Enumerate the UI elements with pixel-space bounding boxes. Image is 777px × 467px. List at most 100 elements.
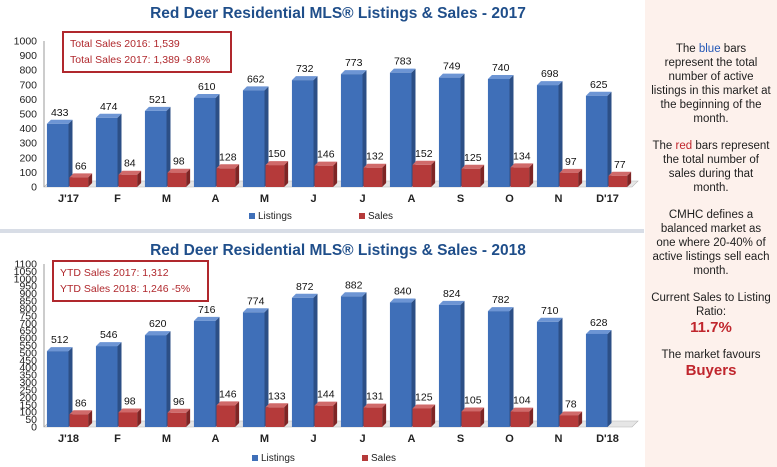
bar-side — [186, 168, 191, 187]
sales-bar — [510, 407, 534, 427]
bar-side — [313, 293, 318, 427]
listings-bar — [389, 68, 416, 187]
listings-bar — [144, 331, 171, 427]
y-tick-label: 1000 — [14, 36, 38, 48]
y-tick-label: 650 — [19, 325, 37, 337]
bar-side — [382, 403, 387, 427]
x-tick-label: J — [310, 193, 316, 205]
y-tick-label: 100 — [19, 407, 37, 419]
bar-face — [265, 165, 285, 187]
bar-top — [363, 403, 387, 408]
bar-top — [167, 408, 191, 413]
bar-face — [438, 77, 461, 187]
bar-side — [480, 407, 485, 427]
x-tick-label: J'18 — [58, 433, 79, 445]
x-tick-label: F — [114, 193, 121, 205]
sales-bar — [265, 403, 289, 427]
y-tick-label: 150 — [19, 399, 37, 411]
bar-side — [558, 81, 563, 187]
listings-bar — [340, 292, 367, 427]
y-tick-label: 450 — [19, 355, 37, 367]
sales-data-label: 84 — [124, 158, 136, 170]
y-tick-label: 550 — [19, 340, 37, 352]
bar-side — [431, 160, 436, 187]
sales-data-label: 86 — [75, 397, 87, 409]
bar-face — [46, 351, 69, 427]
bar-face — [193, 320, 216, 427]
bar-face — [216, 405, 236, 427]
note-text: The — [675, 43, 696, 55]
chart-2017: Red Deer Residential MLS® Listings & Sal… — [14, 5, 639, 222]
bar-face — [95, 117, 118, 187]
legend-label-listings: Listings — [258, 211, 292, 222]
bar-top — [242, 308, 269, 313]
x-tick-label: A — [212, 433, 220, 445]
bar-face — [193, 97, 216, 187]
x-tick-label: J — [359, 433, 365, 445]
listings-bar — [291, 293, 318, 427]
bar-side — [166, 331, 171, 427]
bar-face — [95, 346, 118, 427]
y-tick-label: 1050 — [14, 266, 38, 278]
sales-bar — [608, 171, 632, 187]
sales-bar — [167, 168, 191, 187]
sidebar-explanation: The blue bars represent the total number… — [645, 0, 777, 467]
bar-face — [144, 335, 167, 427]
bar-face — [536, 321, 559, 427]
bar-side — [578, 168, 583, 187]
listings-data-label: 433 — [51, 107, 69, 119]
sales-bar — [216, 401, 240, 427]
bar-side — [215, 93, 220, 187]
listings-data-label: 716 — [198, 304, 216, 316]
sales-bar — [510, 163, 534, 187]
bar-face — [585, 333, 608, 427]
bar-side — [284, 403, 289, 427]
bar-side — [137, 170, 142, 187]
bar-top — [242, 86, 269, 91]
bar-face — [118, 174, 138, 187]
y-tick-label: 850 — [19, 296, 37, 308]
sales-data-label: 132 — [366, 151, 384, 163]
listings-data-label: 546 — [100, 329, 118, 341]
listings-bar — [536, 81, 563, 187]
chart-2018: Red Deer Residential MLS® Listings & Sal… — [14, 242, 639, 464]
y-tick-label: 700 — [19, 79, 37, 91]
bar-top — [363, 163, 387, 168]
bar-face — [487, 78, 510, 187]
bar-top — [265, 161, 289, 166]
sales-bar — [314, 161, 338, 187]
y-tick-label: 0 — [31, 182, 37, 194]
y-tick-label: 600 — [19, 94, 37, 106]
bar-face — [608, 175, 628, 187]
listings-data-label: 628 — [590, 317, 608, 329]
x-tick-label: N — [555, 193, 563, 205]
sales-bar — [559, 411, 583, 427]
bar-side — [529, 407, 534, 427]
y-tick-label: 300 — [19, 138, 37, 150]
x-tick-label: J — [310, 433, 316, 445]
bar-top — [193, 316, 220, 321]
sales-bar — [167, 408, 191, 427]
listings-data-label: 824 — [443, 288, 461, 300]
note-text: The — [652, 140, 673, 152]
listings-bar — [242, 86, 269, 187]
legend-label-sales: Sales — [371, 453, 396, 464]
bar-face — [536, 85, 559, 187]
y-tick-label: 900 — [19, 50, 37, 62]
bar-side — [460, 300, 465, 427]
listings-bar — [536, 317, 563, 427]
bar-side — [215, 316, 220, 427]
legend-swatch-listings — [249, 213, 255, 219]
sales-data-label: 146 — [219, 388, 237, 400]
listings-data-label: 610 — [198, 81, 216, 93]
bar-top — [314, 401, 338, 406]
listings-bar — [438, 300, 465, 427]
bar-face — [487, 311, 510, 427]
sales-data-label: 98 — [124, 395, 136, 407]
sales-bar — [118, 170, 142, 187]
bar-top — [265, 403, 289, 408]
legend-label-listings: Listings — [261, 453, 295, 464]
bar-top — [314, 161, 338, 166]
bar-top — [118, 170, 142, 175]
sales-data-label: 66 — [75, 160, 87, 172]
